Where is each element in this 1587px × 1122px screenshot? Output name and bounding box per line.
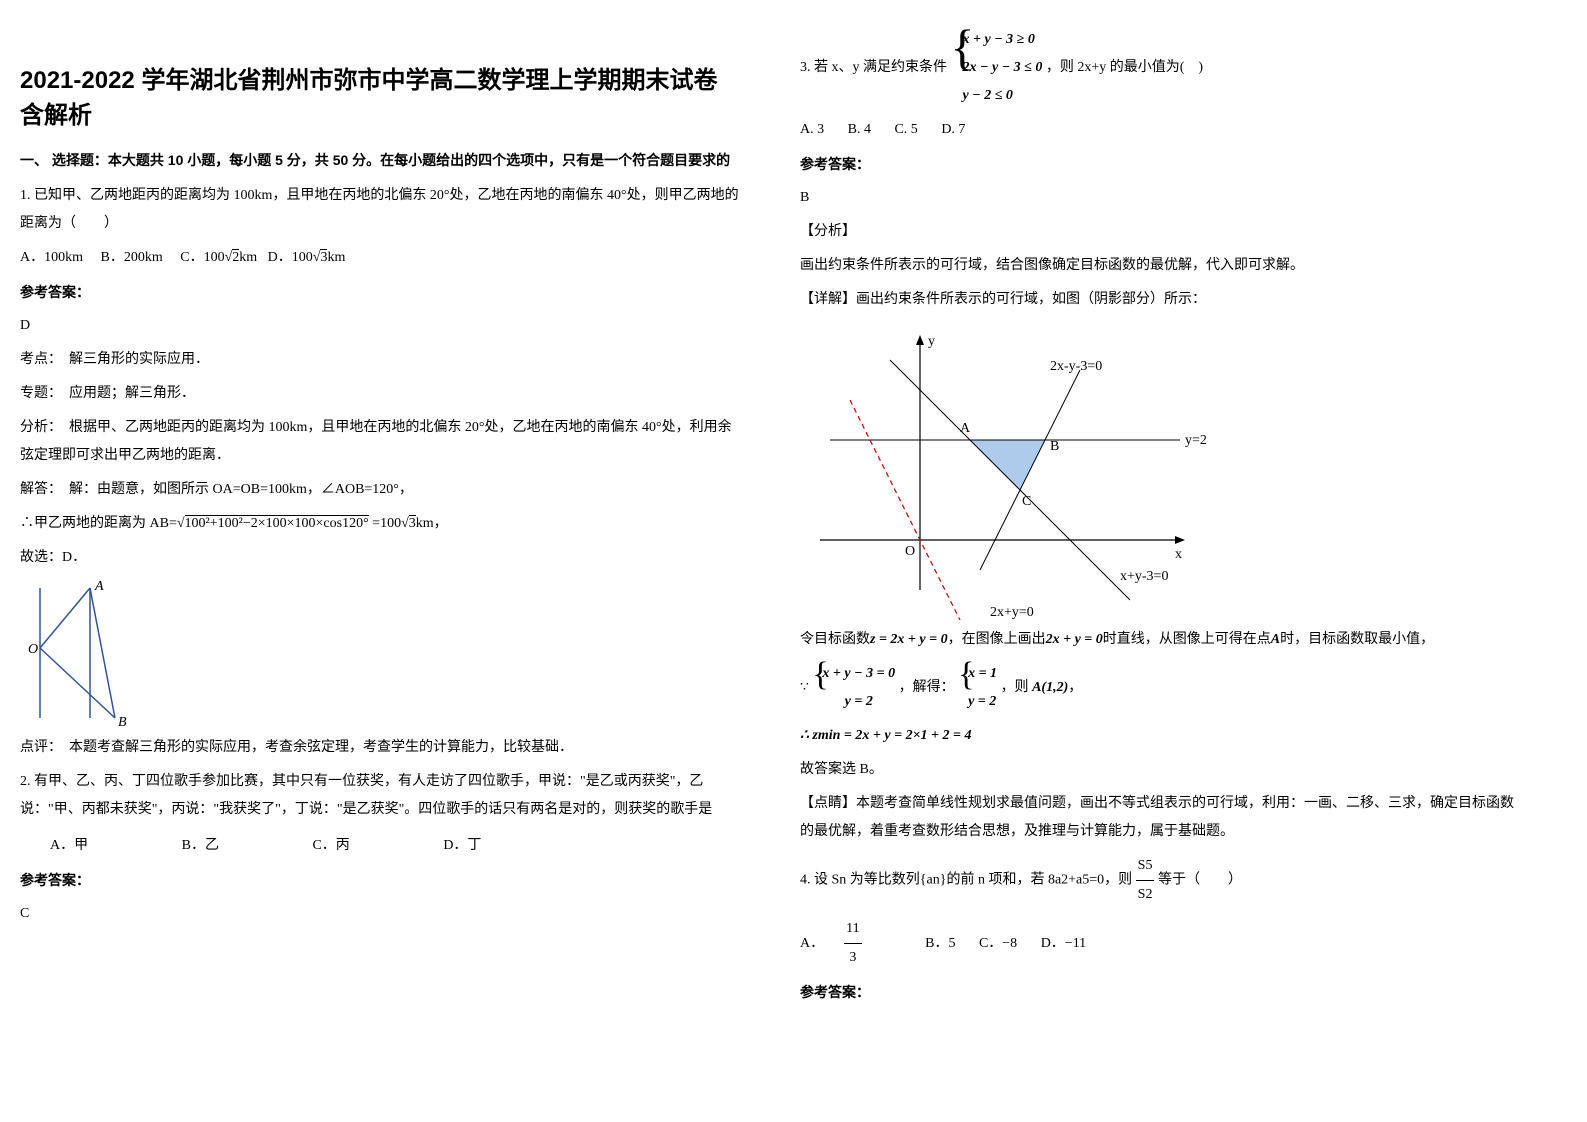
q3-fx: 画出约束条件所表示的可行域，结合图像确定目标函数的最优解，代入即可求解。 xyxy=(800,252,1520,280)
q3-fx-label: 【分析】 xyxy=(800,218,1520,246)
q2-stem: 2. 有甲、乙、丙、丁四位歌手参加比赛，其中只有一位获奖，有人走访了四位歌手，甲… xyxy=(20,768,740,824)
q4-options: A． 11 3 B．5 C．−8 D．−11 xyxy=(800,915,1520,972)
q3-A: A xyxy=(960,421,971,436)
q4-stem: 4. 设 Sn 为等比数列{an}的前 n 项和，若 8a2+a5=0，则 S5… xyxy=(800,852,1520,909)
q1-fig-O: O xyxy=(28,642,38,657)
q3-figure: y x O 2x-y-3=0 y=2 x+y-3=0 2x+y=0 A B C xyxy=(800,320,1260,620)
q1-answer-label: 参考答案： xyxy=(20,282,740,302)
left-column: 2021-2022 学年湖北省荆州市弥市中学高二数学理上学期期末试卷含解析 一、… xyxy=(20,20,740,1012)
q3-O: O xyxy=(905,544,915,559)
q3-C: C xyxy=(1022,494,1031,509)
q1-kd: 考点： 解三角形的实际应用． xyxy=(20,346,740,374)
q3-B: B xyxy=(1050,439,1059,454)
exam-title: 2021-2022 学年湖北省荆州市弥市中学高二数学理上学期期末试卷含解析 xyxy=(20,60,740,130)
q3-stem: 3. 若 x、y 满足约束条件 { x + y − 3 ≥ 0 2x − y −… xyxy=(800,26,1520,110)
q3-system: ∵ { x + y − 3 = 0 y = 2 ，解得： { x = 1 y =… xyxy=(800,660,1520,716)
q3-line1: 2x-y-3=0 xyxy=(1050,359,1102,374)
q2-opt-b: B．乙 xyxy=(182,832,219,860)
q1-fx: 分析： 根据甲、乙两地距丙的距离均为 100km，且甲地在丙地的北偏东 20°处… xyxy=(20,414,740,470)
q4-answer-label: 参考答案： xyxy=(800,982,1520,1002)
q3-opt-a: A. 3 xyxy=(800,116,824,144)
q1-options: A．100km B．200km C．100√2km D．100√3km xyxy=(20,244,740,272)
q1-zt: 专题： 应用题；解三角形． xyxy=(20,380,740,408)
q2-options: A．甲 B．乙 C．丙 D．丁 xyxy=(20,832,740,860)
section-1-head: 一、 选择题：本大题共 10 小题，每小题 5 分，共 50 分。在每小题给出的… xyxy=(20,150,740,170)
q2-opt-c: C．丙 xyxy=(312,832,349,860)
q3-opt-c: C. 5 xyxy=(894,116,917,144)
q3-y-label: y xyxy=(928,334,935,349)
q4-opt-c: C．−8 xyxy=(979,930,1017,958)
q3-answer: B xyxy=(800,184,1520,212)
q1-answer: D xyxy=(20,312,740,340)
q2-opt-d: D．丁 xyxy=(443,832,481,860)
q1-fig-B: B xyxy=(118,715,127,728)
q4-opt-d: D．−11 xyxy=(1041,930,1087,958)
q1-jd: 解答： 解：由题意，如图所示 OA=OB=100km，∠AOB=120°， xyxy=(20,476,740,504)
q3-opt-d: D. 7 xyxy=(941,116,965,144)
q3-opt-b: B. 4 xyxy=(848,116,871,144)
q1-figure: O A B xyxy=(20,578,140,728)
q1-stem: 1. 已知甲、乙两地距丙的距离均为 100km，且甲地在丙地的北偏东 20°处，… xyxy=(20,182,740,238)
q3-line4: 2x+y=0 xyxy=(990,605,1034,620)
q1-opt-c: C．100√2km xyxy=(180,249,257,265)
q3-xd: 【详解】画出约束条件所表示的可行域，如图（阴影部分）所示： xyxy=(800,286,1520,314)
q3-answer-label: 参考答案： xyxy=(800,154,1520,174)
q1-fig-A: A xyxy=(94,579,104,594)
q3-x-label: x xyxy=(1175,547,1182,562)
q1-opt-b: B．200km xyxy=(101,250,163,265)
q1-opt-d: D．100√3km xyxy=(268,249,346,265)
q4-opt-b: B．5 xyxy=(925,930,955,958)
q3-expl1: 令目标函数z = 2x + y = 0，在图像上画出2x + y = 0时直线，… xyxy=(800,626,1520,654)
q3-line2: y=2 xyxy=(1185,433,1207,448)
q1-jd3: 故选：D． xyxy=(20,544,740,572)
q3-concl: 故答案选 B。 xyxy=(800,756,1520,784)
q1-opt-a: A．100km xyxy=(20,250,83,265)
q2-answer-label: 参考答案： xyxy=(20,870,740,890)
q2-answer: C xyxy=(20,900,740,928)
q3-zmin: ∴ zmin = 2x + y = 2×1 + 2 = 4 xyxy=(800,722,1520,750)
q3-options: A. 3 B. 4 C. 5 D. 7 xyxy=(800,116,1520,144)
q4-opt-a: A． 11 3 xyxy=(800,915,902,972)
q1-jd2: ∴甲乙两地的距离为 AB=√100²+100²−2×100×100×cos120… xyxy=(20,510,740,538)
q2-opt-a: A．甲 xyxy=(50,832,88,860)
q3-ds: 【点睛】本题考查简单线性规划求最值问题，画出不等式组表示的可行域，利用：一画、二… xyxy=(800,790,1520,846)
q1-dp: 点评： 本题考查解三角形的实际应用，考查余弦定理，考查学生的计算能力，比较基础． xyxy=(20,734,740,762)
right-column: 3. 若 x、y 满足约束条件 { x + y − 3 ≥ 0 2x − y −… xyxy=(800,20,1520,1012)
q3-line3: x+y-3=0 xyxy=(1120,569,1168,584)
